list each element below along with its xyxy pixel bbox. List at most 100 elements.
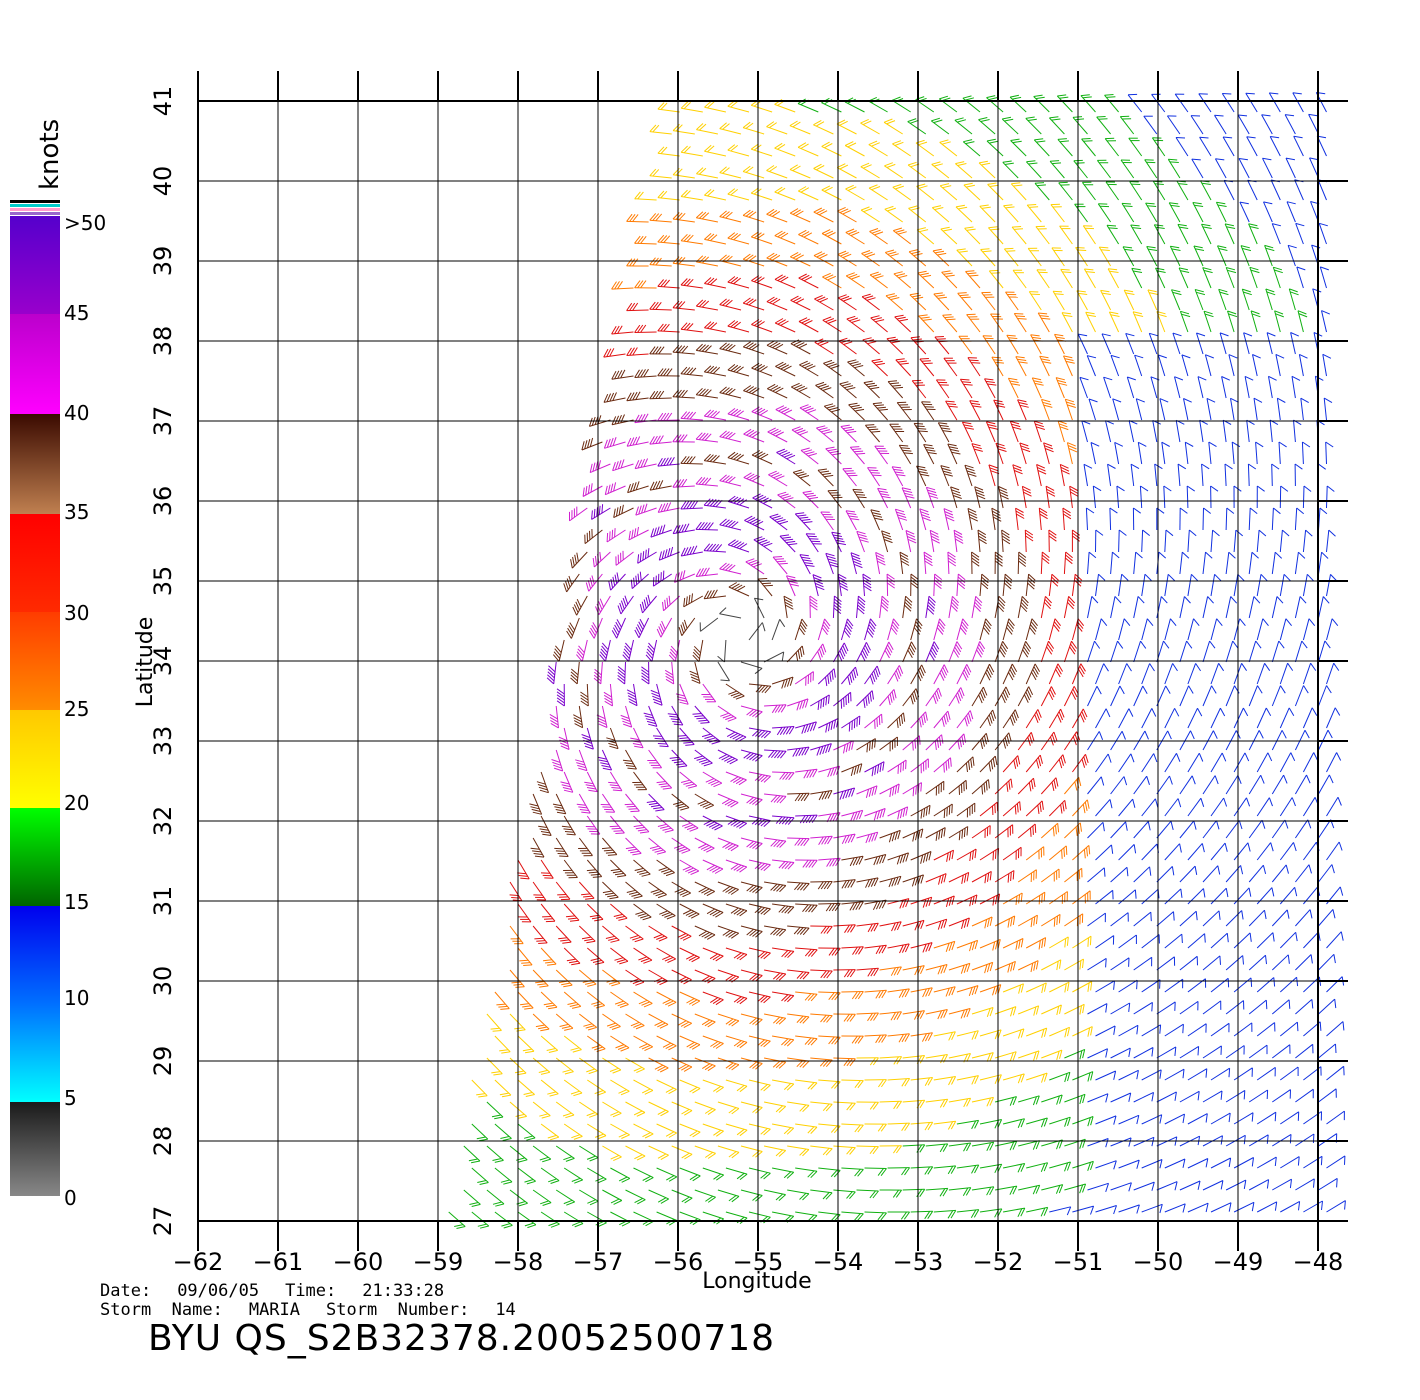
wind-barb: [1082, 225, 1096, 245]
wind-barb: [833, 691, 852, 709]
wind-barb: [1318, 819, 1335, 839]
wind-barb: [1048, 708, 1065, 729]
wind-barb: [1210, 887, 1229, 905]
wind-barb: [1187, 529, 1197, 553]
wind-barb: [689, 661, 701, 684]
wind-barb: [1081, 138, 1096, 157]
wind-barb: [608, 572, 626, 591]
wind-barb: [1172, 332, 1182, 355]
wind-barb: [1145, 202, 1158, 223]
wind-barb: [586, 903, 604, 922]
latitude-tick-label: 32: [149, 806, 177, 837]
wind-barb: [861, 250, 880, 267]
wind-barb: [899, 551, 910, 575]
wind-barb: [864, 854, 887, 866]
wind-barb: [680, 189, 703, 201]
wind-barb: [969, 400, 982, 421]
wind-barb: [672, 167, 695, 179]
wind-barb: [763, 1189, 786, 1201]
wind-barb: [740, 969, 763, 982]
wind-barb: [740, 705, 763, 718]
wind-barb: [1302, 841, 1320, 861]
wind-barb: [725, 947, 748, 961]
wind-barb: [1164, 753, 1181, 773]
wind-barb: [887, 806, 909, 820]
wind-barb: [1110, 640, 1124, 663]
wind-barb: [1025, 618, 1038, 641]
wind-barb: [742, 121, 765, 135]
wind-barb: [579, 1057, 598, 1075]
wind-barb: [902, 688, 920, 707]
wind-barb: [1072, 1026, 1093, 1037]
wind-barb: [766, 252, 788, 267]
wind-barb: [509, 1145, 528, 1163]
wind-barb: [988, 464, 1000, 487]
wind-barb: [1062, 507, 1072, 531]
wind-barb: [601, 837, 618, 856]
wind-barb: [1003, 204, 1019, 223]
wind-barb: [948, 962, 971, 974]
wind-barb: [1071, 663, 1086, 685]
wind-barb: [842, 467, 858, 487]
wind-barb: [971, 1141, 995, 1152]
longitude-tick-label: −48: [1293, 1248, 1344, 1276]
wind-barb: [1233, 797, 1251, 817]
wind-barb: [695, 343, 718, 355]
wind-barb: [1110, 912, 1129, 927]
wind-barb: [933, 618, 946, 641]
wind-barb: [925, 486, 939, 509]
longitude-tick-label: −53: [893, 1248, 944, 1276]
wind-barb: [1002, 709, 1019, 729]
wind-barb: [1279, 529, 1290, 553]
wind-barb: [1191, 158, 1204, 179]
wind-barb: [1058, 181, 1073, 201]
wind-barb: [1141, 618, 1154, 641]
wind-barb: [931, 205, 950, 223]
wind-barb: [1288, 288, 1299, 311]
wind-barb: [1081, 420, 1091, 443]
wind-barb: [648, 925, 668, 942]
wind-barb: [870, 509, 884, 531]
wind-barb: [530, 837, 545, 858]
wind-barb: [1095, 663, 1109, 685]
wind-barb: [865, 424, 881, 443]
wind-barb: [1141, 1114, 1163, 1125]
wind-barb: [810, 790, 833, 801]
wind-barb: [860, 206, 880, 223]
wind-barb: [841, 855, 864, 867]
latitude-tick-label: 38: [149, 326, 177, 357]
wind-barb: [1095, 799, 1113, 817]
wind-barb: [1248, 819, 1266, 839]
wind-barb: [628, 526, 649, 541]
wind-barb: [995, 1185, 1018, 1195]
wind-barb: [586, 859, 603, 878]
wind-barb: [911, 379, 927, 399]
wind-barb: [837, 206, 857, 223]
wind-barb: [1064, 913, 1084, 927]
wind-barb: [753, 597, 765, 619]
wind-barb: [971, 916, 993, 929]
wind-barb: [679, 771, 698, 789]
wind-barb: [1002, 1073, 1025, 1084]
wind-barb: [679, 859, 700, 876]
wind-barb: [563, 1035, 582, 1053]
wind-barb: [1326, 1021, 1345, 1037]
wind-barb: [764, 704, 787, 714]
wind-barb: [919, 358, 935, 377]
wind-barb: [833, 969, 856, 978]
wind-barb: [856, 690, 874, 708]
wind-barb: [787, 925, 810, 936]
wind-barb: [894, 314, 912, 333]
wind-barb: [1270, 179, 1281, 201]
wind-barb: [1246, 136, 1258, 157]
wind-barb: [1061, 312, 1073, 333]
wind-barb: [971, 641, 986, 663]
wind-barb: [933, 573, 943, 597]
y-axis-label: Latitude: [133, 617, 158, 708]
wind-barb: [702, 1211, 724, 1225]
wind-barb: [704, 100, 727, 113]
wind-barb: [1017, 686, 1034, 707]
wind-barb: [648, 1101, 669, 1117]
wind-barb: [1202, 1090, 1223, 1103]
wind-barb: [634, 235, 657, 245]
